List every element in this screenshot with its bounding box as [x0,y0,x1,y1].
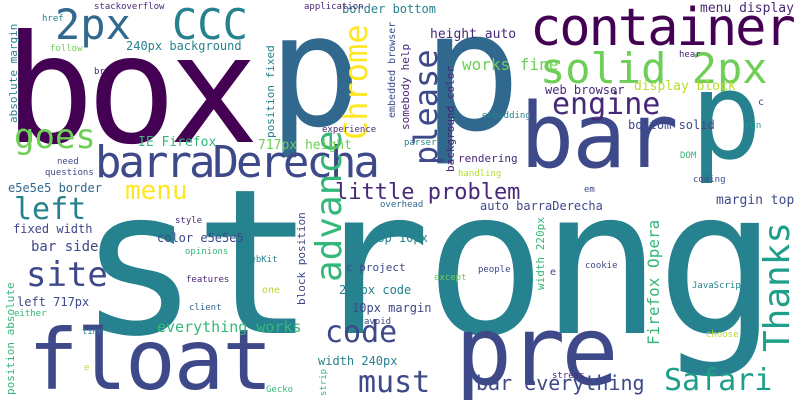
word: people [478,265,511,275]
word: need [57,157,79,167]
word: 2px [55,0,131,49]
word: code [325,315,398,350]
word: IE Firefox [138,135,217,150]
word: Chrome [337,24,375,140]
word: color e5e5e5 [157,231,244,245]
word: block position [295,212,308,305]
word: handling [458,169,502,179]
word: somebody help [399,43,412,130]
word: c project [346,261,406,274]
word: em [584,185,595,195]
word: hear [679,50,701,60]
word: u [586,117,592,127]
word: e [84,363,90,373]
word: avoid [364,317,392,327]
word: everything works [157,318,302,336]
word: width 240px [318,354,398,368]
word: either [14,309,47,319]
word: 240px background [126,39,242,53]
word: little problem [335,180,521,205]
word: bar [520,84,679,189]
word: menu [125,176,188,206]
word: absolute margin [7,23,20,123]
word: stackoverflow [94,2,165,12]
word: 220px code [339,283,412,297]
word: goes [14,117,96,157]
word: br [94,67,105,77]
word: height auto [430,27,517,42]
word: display block [634,79,736,94]
word: container [530,0,796,58]
word: cookie [585,261,618,271]
word: p [268,0,362,162]
word: margin top [716,193,795,208]
word: client [189,303,222,313]
word: float [28,311,273,400]
word: menu display [700,1,794,16]
word: stress [552,371,585,381]
word: embedded browser [387,21,398,118]
word: questions [45,168,94,178]
word: choose [706,330,739,340]
word: must [358,365,431,400]
word: border bottom [342,2,436,16]
word: advance [309,130,350,282]
word: e [550,267,557,278]
word: position absolute [4,282,17,395]
word: p [422,0,522,168]
word: left 717px [17,295,90,309]
word: works fine [462,55,559,74]
word: solid 2px [540,44,768,93]
word: 717px height [258,138,352,153]
word: Thanks [757,221,798,352]
word: bar everything [476,371,645,395]
word: pre [455,297,619,400]
word: DOM [680,151,697,161]
word: web browser [545,83,625,97]
word: strong [78,145,778,381]
word: one [262,285,281,296]
word: run [745,121,762,131]
word: e5e5e5 border [8,181,102,195]
word: href [42,14,64,24]
word: style [175,216,203,226]
word: except [434,273,467,283]
word: site [26,255,108,295]
word: Safari [664,363,773,398]
word: Gecko [266,385,294,395]
word: p [690,48,763,187]
word: embedding [482,111,531,121]
word: JavaScript [692,281,747,291]
word: CCC [172,0,248,49]
word: coding [693,175,726,185]
word: strip [319,368,329,396]
word: barraDerecha [95,137,380,188]
word: Firefox Opera [644,219,663,345]
word: background color [444,66,457,172]
word: rendering [458,152,518,165]
word: parser [404,138,437,148]
word: time [82,327,104,337]
word: left [14,192,87,227]
word: c [758,97,765,108]
word: top 10px [370,231,428,245]
word: bar side [31,239,99,255]
word: overhead [380,200,424,210]
word: features [186,275,230,285]
word: box [4,4,259,178]
word: auto barraDerecha [480,199,603,213]
word: 10px margin [352,301,432,315]
word: opinions [185,247,229,257]
word: application [304,2,364,12]
word: width 220px [534,217,547,290]
word: fixed width [13,222,93,236]
word: engine [552,87,661,122]
word: position fixed [264,45,277,138]
word: WebKit [245,255,278,265]
word: bottom solid [628,118,715,132]
word: experience [322,125,377,135]
word: follow [50,44,83,54]
